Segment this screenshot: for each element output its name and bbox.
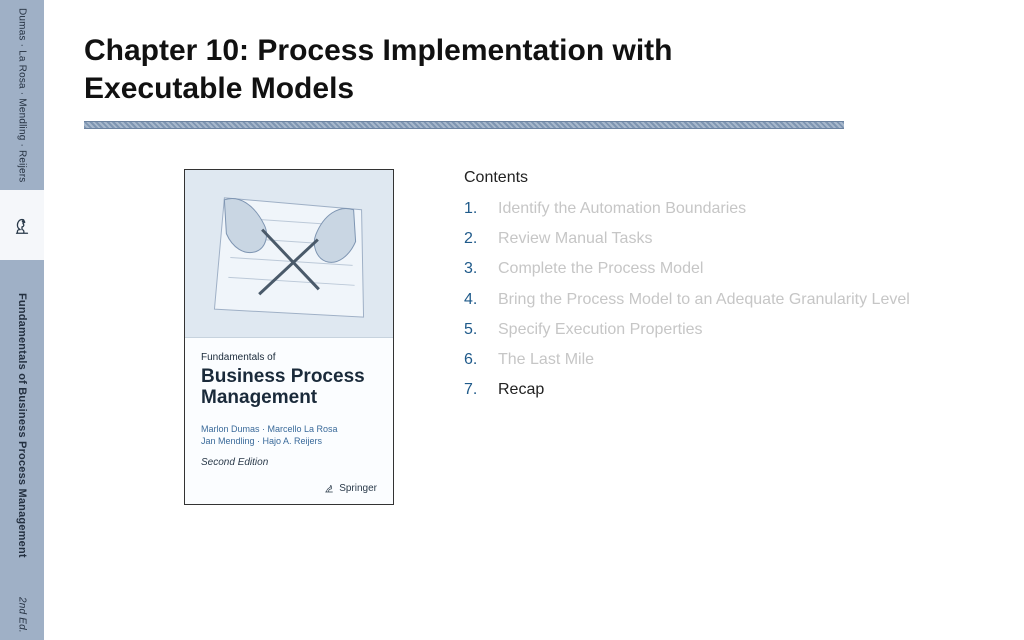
contents-item: 5. Specify Execution Properties bbox=[464, 318, 924, 341]
spine-authors: Dumas · La Rosa · Mendling · Reijers bbox=[0, 0, 44, 190]
slide-body: Chapter 10: Process Implementation with … bbox=[44, 0, 1024, 640]
springer-horse-icon bbox=[323, 482, 335, 494]
cover-art bbox=[185, 170, 393, 338]
contents-item: 2. Review Manual Tasks bbox=[464, 227, 924, 250]
cover-supertitle: Fundamentals of bbox=[201, 352, 377, 363]
cover-authors-line2: Jan Mendling · Hajo A. Reijers bbox=[201, 435, 377, 447]
cover-main-title: Business Process Management bbox=[201, 367, 377, 409]
contents-item-number: 1. bbox=[464, 197, 484, 220]
contents-item: 3. Complete the Process Model bbox=[464, 257, 924, 280]
cover-publisher: Springer bbox=[201, 482, 377, 494]
cover-text-block: Fundamentals of Business Process Managem… bbox=[185, 338, 393, 504]
contents-heading: Contents bbox=[464, 169, 924, 187]
title-rule bbox=[84, 121, 844, 129]
contents-list: 1. Identify the Automation Boundaries 2. Re… bbox=[464, 197, 924, 401]
contents-item-label: Identify the Automation Boundaries bbox=[498, 197, 746, 220]
contents-item: 7. Recap bbox=[464, 378, 924, 401]
contents-item-label: Review Manual Tasks bbox=[498, 227, 652, 250]
contents-item: 1. Identify the Automation Boundaries bbox=[464, 197, 924, 220]
chapter-title: Chapter 10: Process Implementation with … bbox=[84, 32, 804, 107]
book-cover: Fundamentals of Business Process Managem… bbox=[184, 169, 394, 505]
cover-edition: Second Edition bbox=[201, 457, 377, 468]
contents-item-number: 2. bbox=[464, 227, 484, 250]
chess-knight-icon bbox=[0, 190, 44, 260]
contents-item-label: Specify Execution Properties bbox=[498, 318, 703, 341]
contents-item-label: Complete the Process Model bbox=[498, 257, 703, 280]
contents-item-label: Bring the Process Model to an Adequate G… bbox=[498, 288, 910, 311]
contents-item: 6. The Last Mile bbox=[464, 348, 924, 371]
book-spine: Dumas · La Rosa · Mendling · Reijers Fun… bbox=[0, 0, 44, 640]
contents-item-number: 3. bbox=[464, 257, 484, 280]
contents-item-label: The Last Mile bbox=[498, 348, 594, 371]
contents-item: 4. Bring the Process Model to an Adequate… bbox=[464, 288, 924, 311]
cover-authors: Marlon Dumas · Marcello La Rosa Jan Mend… bbox=[201, 423, 377, 447]
cover-authors-line1: Marlon Dumas · Marcello La Rosa bbox=[201, 423, 377, 435]
spine-title: Fundamentals of Business Process Managem… bbox=[0, 260, 44, 590]
contents-item-label: Recap bbox=[498, 378, 544, 401]
contents-item-number: 7. bbox=[464, 378, 484, 401]
content-row: Fundamentals of Business Process Managem… bbox=[84, 169, 984, 505]
publisher-label: Springer bbox=[339, 483, 377, 494]
contents-block: Contents 1. Identify the Automation Bound… bbox=[464, 169, 924, 505]
contents-item-number: 4. bbox=[464, 288, 484, 311]
contents-item-number: 5. bbox=[464, 318, 484, 341]
contents-item-number: 6. bbox=[464, 348, 484, 371]
spine-edition: 2nd Ed. bbox=[0, 590, 44, 640]
